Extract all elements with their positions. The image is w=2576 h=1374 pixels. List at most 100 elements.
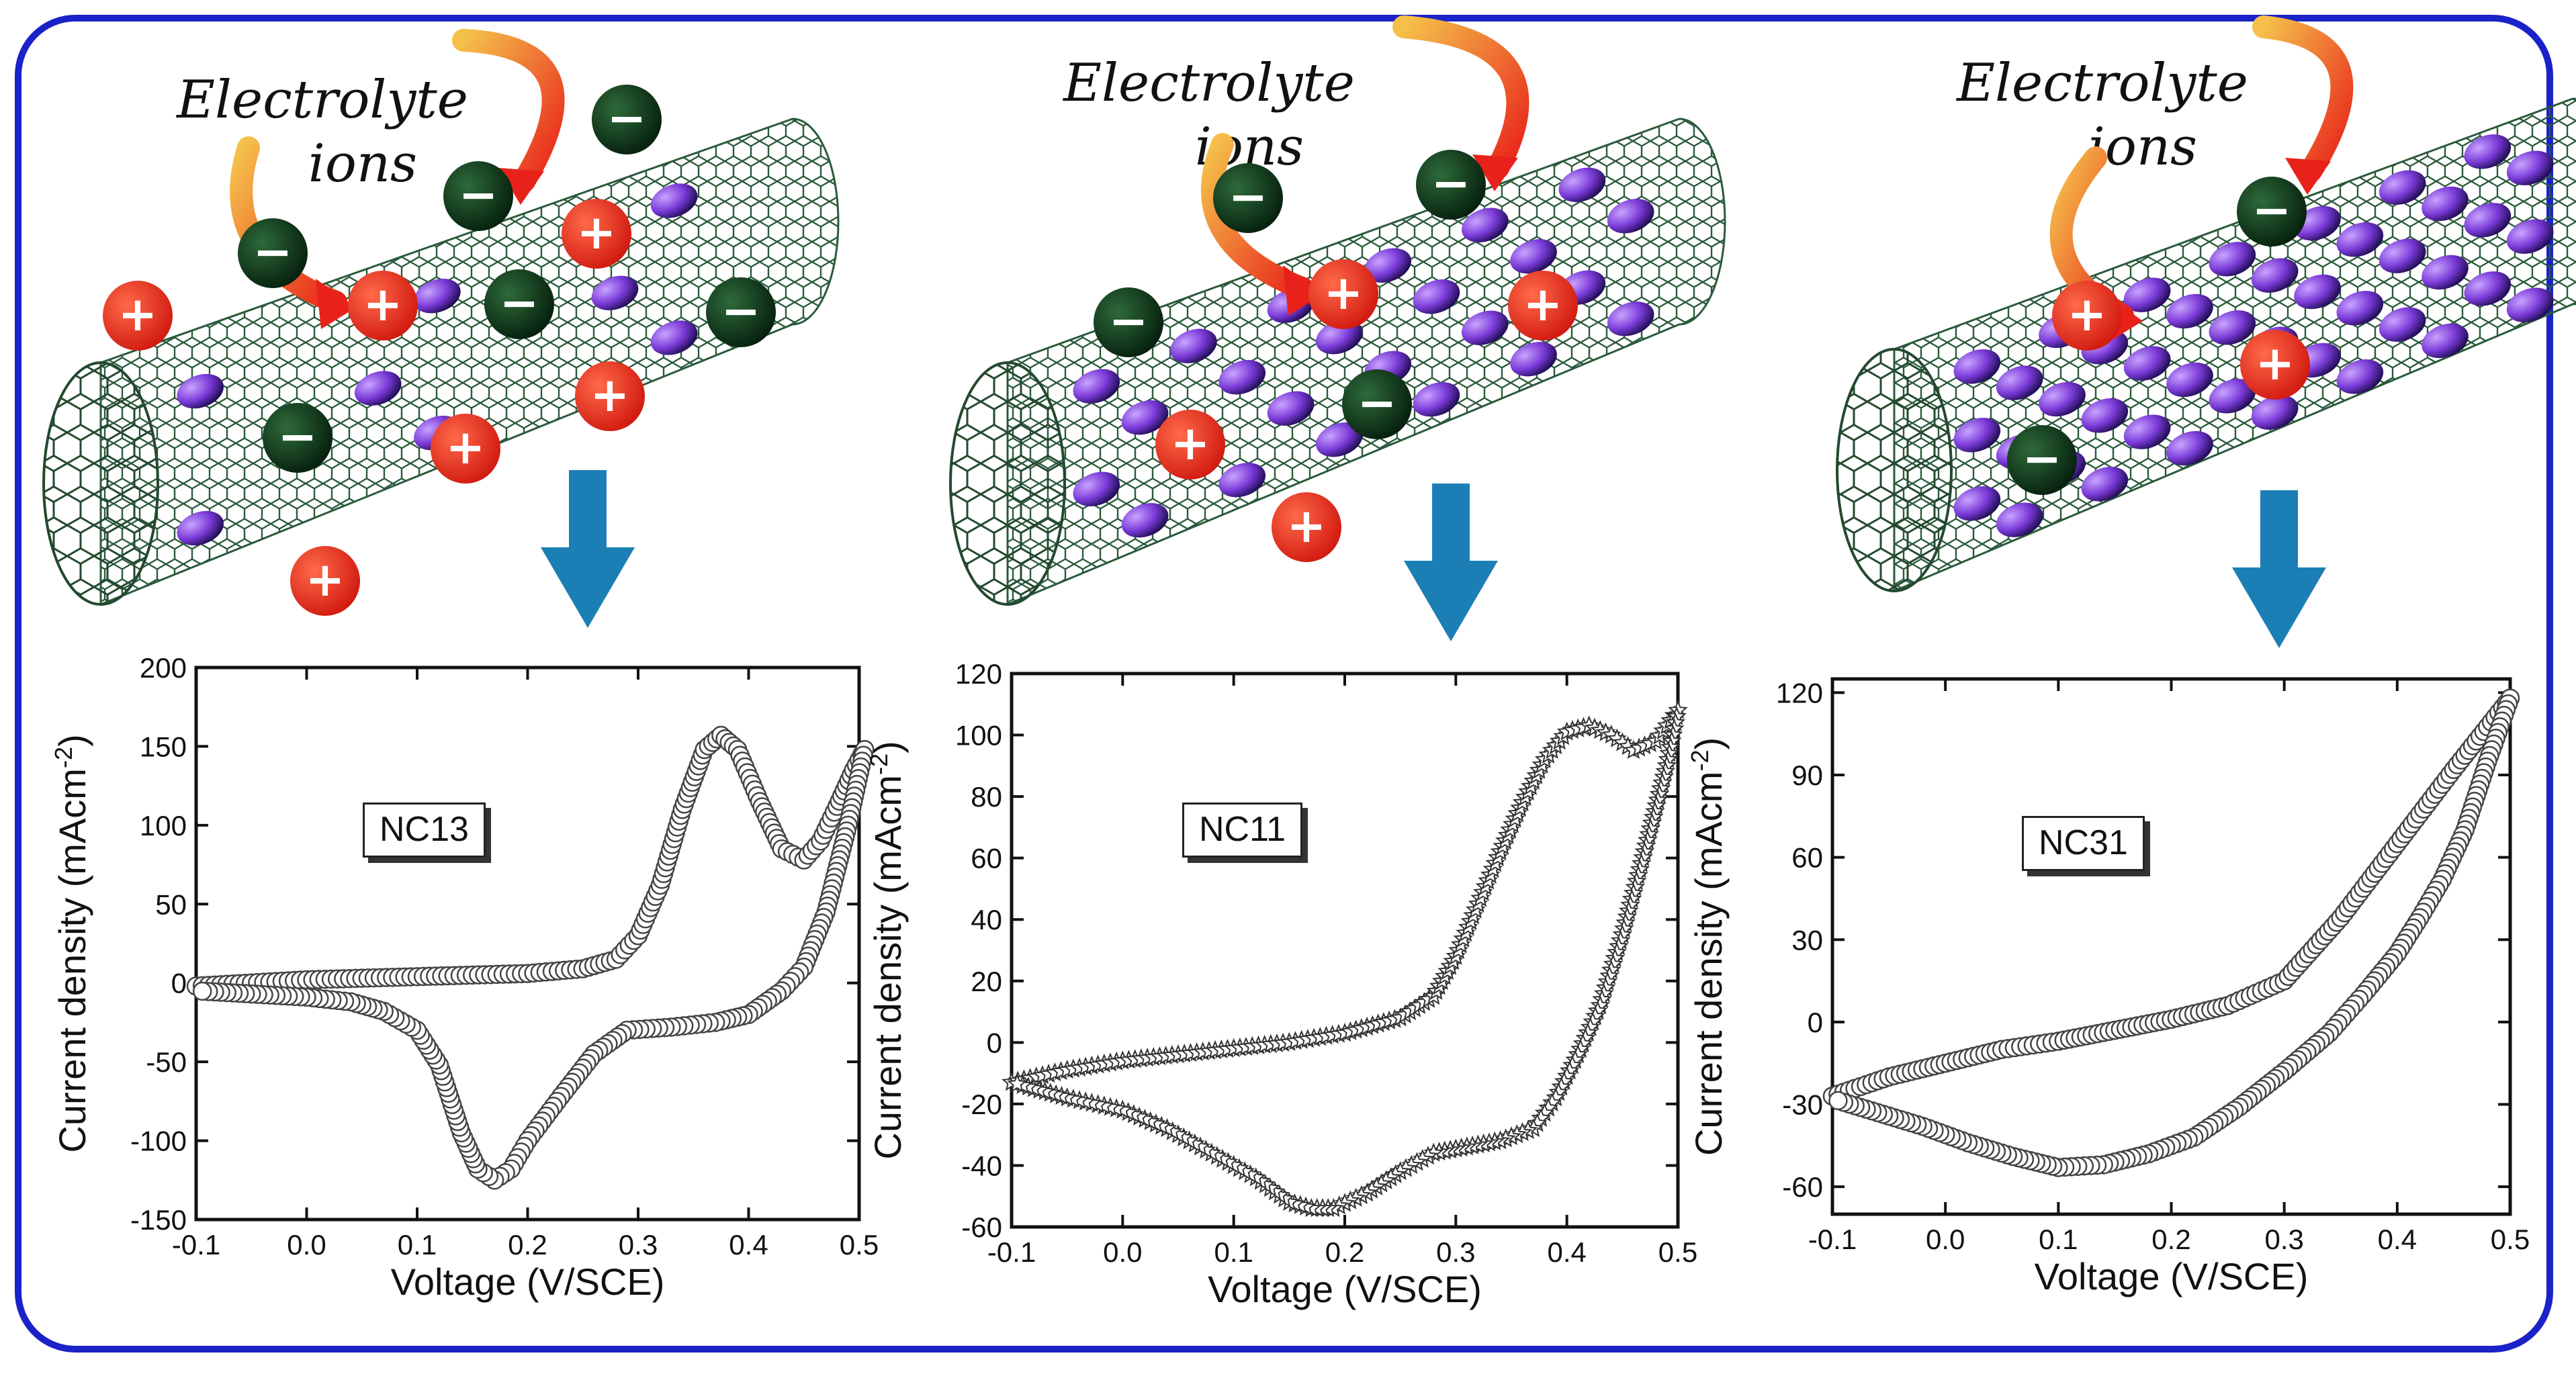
x-tick-label: -0.1 (1808, 1224, 1857, 1255)
anion-icon (263, 403, 332, 473)
nanoparticle (2166, 362, 2213, 398)
nanoparticle (2123, 414, 2171, 449)
nanoparticle (591, 275, 639, 311)
plus-sign: + (1171, 416, 1210, 471)
minus-sign: − (278, 409, 318, 464)
arrow-head (1283, 265, 1323, 316)
nanoparticle (2123, 277, 2171, 312)
y-tick-label: 150 (140, 731, 187, 762)
y-tick-label: -40 (961, 1150, 1002, 1181)
plus-sign: + (1287, 498, 1327, 553)
curved-arrow (1392, 15, 1529, 179)
anion-icon (443, 161, 513, 231)
anion-icon (592, 85, 662, 154)
nanoparticle (2336, 222, 2384, 257)
nanoparticle (1413, 279, 1460, 314)
y-tick-label: 0 (1808, 1007, 1823, 1038)
nanoparticle (1953, 418, 2001, 453)
nanoparticle (2464, 134, 2512, 169)
y-axis-label: Current density (mAcm-2) (1686, 737, 1730, 1156)
x-tick-label: 0.1 (1214, 1236, 1253, 1268)
y-tick-label: 100 (140, 810, 187, 841)
x-tick-label: 0.0 (1103, 1236, 1142, 1268)
anion-icon (484, 269, 554, 339)
nanoparticle (1218, 360, 1266, 395)
y-axis-label: Current density (mAcm-2) (50, 734, 94, 1152)
x-axis-label: Voltage (V/SCE) (2035, 1255, 2309, 1297)
arrow-head (316, 279, 356, 329)
x-tick-label: 0.2 (2151, 1224, 2190, 1255)
y-axis-label: Current density (mAcm-2) (865, 741, 909, 1159)
minus-sign: − (607, 91, 647, 146)
nanotube-opening (42, 361, 159, 606)
nanoparticle (1267, 391, 1315, 426)
nanoparticle (1607, 302, 1654, 336)
x-tick-label: 0.3 (2264, 1224, 2303, 1255)
nanoparticle (2506, 150, 2554, 185)
sample-label: NC11 (1182, 803, 1303, 858)
arrow-head (498, 168, 544, 205)
nanoparticle (2209, 310, 2256, 345)
plus-sign: + (118, 287, 158, 342)
nanoparticle (650, 320, 698, 355)
nanoparticle (2336, 359, 2384, 394)
cation-icon (1308, 259, 1378, 329)
nanoparticle (177, 373, 224, 409)
nanoparticle (1121, 400, 1169, 435)
minus-sign: − (2252, 183, 2292, 238)
y-tick-label: 100 (955, 720, 1002, 751)
nanotube-opening (949, 361, 1066, 606)
x-tick-label: 0.4 (729, 1229, 768, 1261)
nanoparticle (2464, 203, 2512, 238)
nanoparticle (2422, 255, 2469, 290)
y-tick-label: -50 (146, 1046, 187, 1078)
nanoparticle (2081, 398, 2129, 433)
nanoparticle (650, 183, 698, 218)
cation-icon (2240, 330, 2310, 400)
data-point (1007, 1073, 1028, 1093)
data-series (1007, 700, 1688, 1218)
nanoparticle (1996, 502, 2043, 537)
y-tick-label: 120 (955, 658, 1002, 690)
cv-chart: -0.1 0.0 0.1 0.2 0.3 0.4 0.5 -60 -40 -20 0 20 40 60 80… (865, 658, 1698, 1310)
curved-arrow (452, 29, 565, 193)
minus-sign: − (1358, 375, 1397, 430)
x-tick-label: 0.2 (508, 1229, 547, 1261)
nanoparticle (1558, 167, 1606, 202)
down-arrow-icon (1404, 484, 1498, 641)
x-tick-label: 0.5 (1658, 1236, 1697, 1268)
minus-sign: − (500, 275, 539, 330)
x-tick-label: 0.4 (1547, 1236, 1586, 1268)
nanoparticle (2464, 271, 2512, 306)
cv-chart: -0.1 0.0 0.1 0.2 0.3 0.4 0.5 -60 -30 0 30 60 90 120 Vo… (1686, 677, 2530, 1297)
x-tick-label: 0.3 (619, 1229, 658, 1261)
nanoparticle (414, 279, 461, 314)
nanoparticle (2081, 467, 2129, 502)
data-series (186, 725, 872, 996)
cation-icon (1155, 410, 1225, 479)
nanoparticle (2294, 274, 2341, 310)
x-tick-label: -0.1 (172, 1229, 220, 1261)
nanoparticle (1170, 328, 1217, 363)
y-tick-label: -60 (961, 1211, 1002, 1243)
x-tick-label: -0.1 (987, 1236, 1036, 1268)
nanotube-opening (1836, 348, 1953, 592)
nanoparticle (2422, 323, 2469, 359)
plus-sign: + (1324, 265, 1364, 320)
nanoparticle (2251, 395, 2299, 430)
y-tick-label: 50 (155, 888, 187, 920)
nanotube-body (99, 118, 840, 606)
nanoparticle (177, 510, 224, 546)
nanoparticle (2123, 346, 2171, 381)
plus-sign: + (2068, 287, 2107, 342)
x-tick-label: 0.5 (2491, 1224, 2530, 1255)
y-tick-label: -100 (130, 1126, 187, 1157)
nanoparticle (1121, 503, 1169, 538)
nanoparticle (2209, 379, 2256, 414)
anion-icon (2007, 425, 2077, 495)
x-tick-label: 0.0 (1926, 1224, 1965, 1255)
down-arrow-icon (2232, 490, 2326, 648)
minus-sign: − (459, 167, 498, 222)
